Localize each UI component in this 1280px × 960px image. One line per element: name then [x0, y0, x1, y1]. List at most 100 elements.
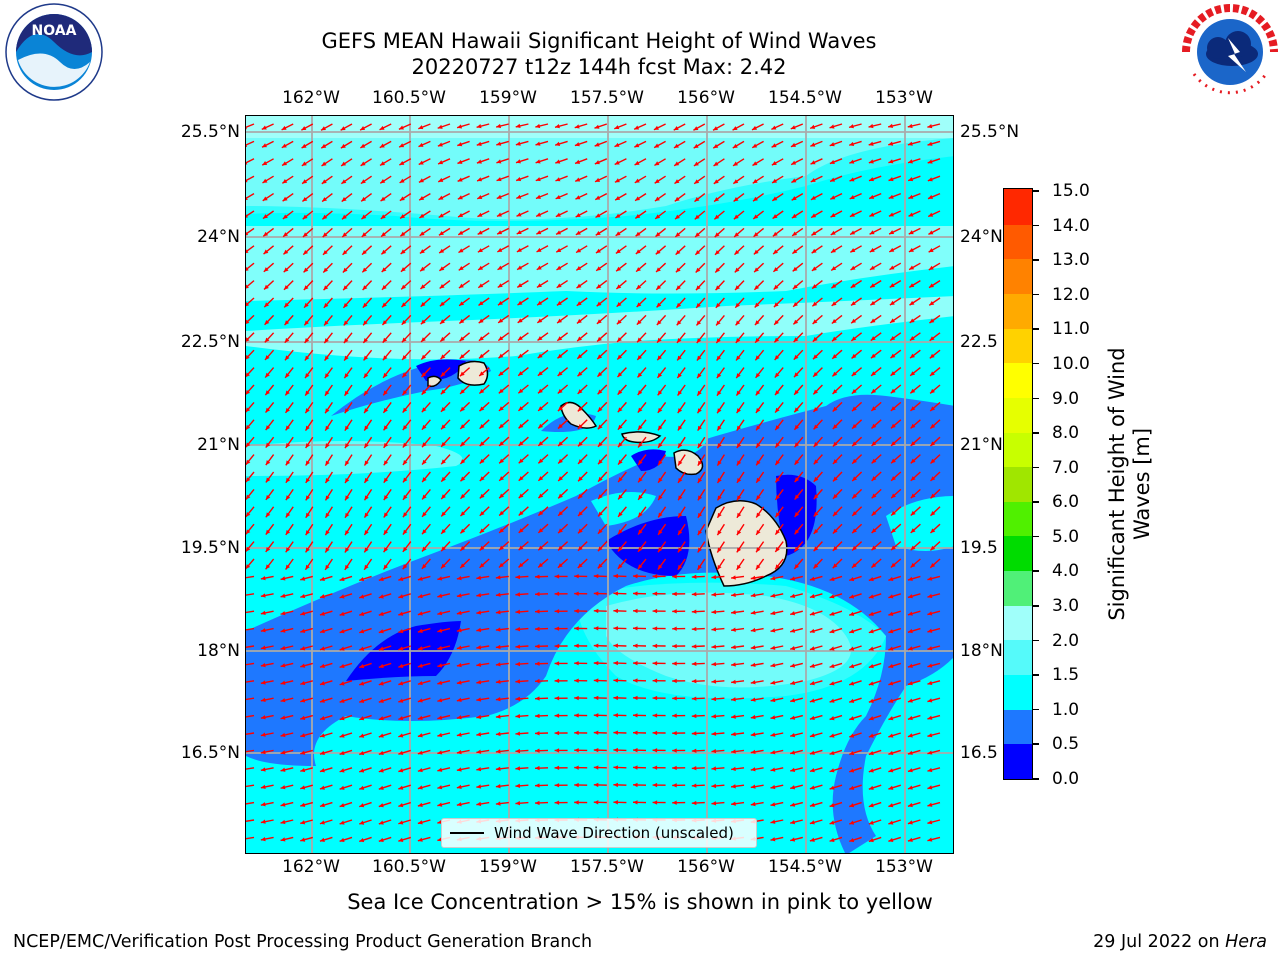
wind-wave-arrowhead: [495, 575, 501, 580]
wind-wave-arrowhead: [910, 353, 915, 359]
wind-wave-arrowhead: [518, 545, 524, 551]
wind-wave-arrowhead: [499, 423, 504, 429]
wind-wave-arrowhead: [265, 407, 271, 413]
wind-wave-arrowhead: [810, 160, 816, 165]
lat-label-right: 24°N: [960, 227, 1003, 247]
wind-wave-arrowhead: [613, 730, 618, 735]
wind-wave-arrowhead: [754, 320, 760, 326]
wind-wave-arrowhead: [479, 423, 485, 429]
wind-wave-arrowhead: [518, 406, 524, 411]
wind-wave-arrowhead: [280, 645, 286, 651]
wind-wave-arrowhead: [927, 141, 933, 146]
wind-wave-arrowhead: [417, 837, 423, 842]
wind-wave-arrowhead: [574, 574, 579, 579]
wind-wave-arrowhead: [658, 512, 663, 518]
wind-wave-arrowhead: [635, 214, 641, 219]
wind-wave-arrowhead: [888, 803, 894, 808]
wind-wave-arrowhead: [246, 231, 249, 236]
wind-wave-arrowhead: [363, 355, 369, 361]
wind-wave-arrowhead: [794, 512, 800, 517]
wind-wave-arrowhead: [694, 197, 700, 202]
wind-wave-arrowhead: [850, 283, 856, 288]
wind-wave-arrowhead: [790, 819, 796, 825]
wind-wave-arrowhead: [280, 663, 286, 668]
wind-wave-arrowhead: [888, 733, 894, 738]
wind-wave-arrowhead: [910, 545, 916, 551]
wind-wave-arrowhead: [381, 267, 387, 273]
wind-wave-arrowhead: [321, 179, 327, 184]
wind-wave-arrowhead: [246, 389, 250, 395]
wind-wave-arrowhead: [868, 681, 874, 686]
wind-wave-arrowhead: [280, 750, 286, 755]
wind-wave-arrowhead: [693, 143, 699, 149]
wind-wave-arrowhead: [417, 663, 423, 668]
wind-wave-arrowhead: [400, 214, 406, 219]
wind-wave-arrowhead: [280, 628, 286, 633]
wind-wave-arrowhead: [282, 179, 288, 184]
colorbar-tick-label: 9.0: [1052, 388, 1080, 409]
wind-wave-arrowhead: [495, 784, 501, 789]
wind-wave-arrowhead: [715, 267, 720, 273]
wind-wave-arrowhead: [496, 123, 502, 129]
wind-wave-arrowhead: [889, 265, 895, 270]
wind-wave-arrowhead: [476, 714, 482, 720]
wind-wave-arrowhead: [574, 124, 580, 129]
wind-wave-arrowhead: [711, 696, 717, 702]
colorbar-segment: [1004, 535, 1032, 572]
wind-wave-arrowhead: [672, 765, 677, 771]
wind-wave-arrowhead: [711, 574, 717, 580]
wind-wave-arrowhead: [535, 678, 540, 684]
wind-wave-arrowhead: [422, 529, 427, 535]
wind-wave-arrowhead: [325, 408, 330, 414]
wind-wave-arrowhead: [677, 443, 683, 449]
wind-wave-arrowhead: [695, 250, 701, 255]
wind-wave-arrowhead: [456, 680, 462, 685]
wind-wave-arrowhead: [756, 564, 761, 570]
wind-wave-arrowhead: [518, 562, 524, 568]
wind-wave-arrowhead: [301, 161, 307, 166]
wind-wave-arrowhead: [633, 591, 638, 596]
wind-wave-arrowhead: [672, 730, 677, 736]
wind-wave-arrowhead: [378, 663, 384, 669]
wind-wave-arrowhead: [499, 545, 504, 551]
wind-wave-arrow: [246, 784, 255, 788]
wind-wave-arrowhead: [265, 355, 270, 360]
wind-wave-arrowhead: [697, 443, 703, 449]
wind-wave-arrowhead: [417, 785, 423, 790]
wind-wave-arrowhead: [262, 161, 268, 166]
wind-wave-arrowhead: [849, 716, 855, 721]
lat-label-left: 24°N: [197, 227, 240, 247]
wind-wave-arrowhead: [907, 681, 913, 686]
wind-wave-arrowhead: [458, 212, 464, 217]
wind-wave-arrowhead: [736, 495, 742, 501]
wind-wave-arrowhead: [538, 441, 544, 446]
colorbar-tick-mark: [1033, 466, 1039, 469]
colorbar-label: Significant Height of Wind Waves [m]: [1105, 347, 1155, 620]
wind-wave-arrowhead: [811, 266, 817, 271]
wind-wave-arrowhead: [283, 232, 289, 237]
wind-wave-arrowhead: [717, 443, 722, 449]
colorbar-segment: [1004, 292, 1032, 329]
wind-wave-arrowhead: [537, 318, 543, 323]
wind-wave-arrowhead: [657, 407, 663, 413]
wind-wave-arrowhead: [908, 212, 914, 217]
wind-wave-arrowhead: [849, 141, 855, 147]
wind-wave-arrowhead: [755, 337, 760, 343]
wind-wave-arrowhead: [345, 478, 350, 484]
wind-wave-arrowhead: [476, 575, 482, 580]
wind-wave-arrowhead: [851, 388, 857, 394]
wind-wave-arrowhead: [364, 547, 369, 553]
wind-wave-arrowhead: [378, 698, 384, 703]
wind-wave-arrowhead: [889, 283, 895, 288]
wind-wave-arrowhead: [696, 355, 702, 361]
wind-wave-arrowhead: [736, 373, 741, 379]
lat-label-left: 18°N: [197, 641, 240, 661]
wind-wave-arrowhead: [755, 372, 761, 378]
wind-wave-arrowhead: [652, 643, 658, 649]
wind-wave-arrowhead: [577, 546, 583, 551]
wind-wave-arrowhead: [363, 373, 369, 379]
wind-wave-arrowhead: [775, 564, 780, 570]
wind-wave-arrowhead: [574, 678, 579, 683]
wind-wave-arrowhead: [869, 212, 875, 217]
wind-wave-arrowhead: [518, 371, 524, 376]
